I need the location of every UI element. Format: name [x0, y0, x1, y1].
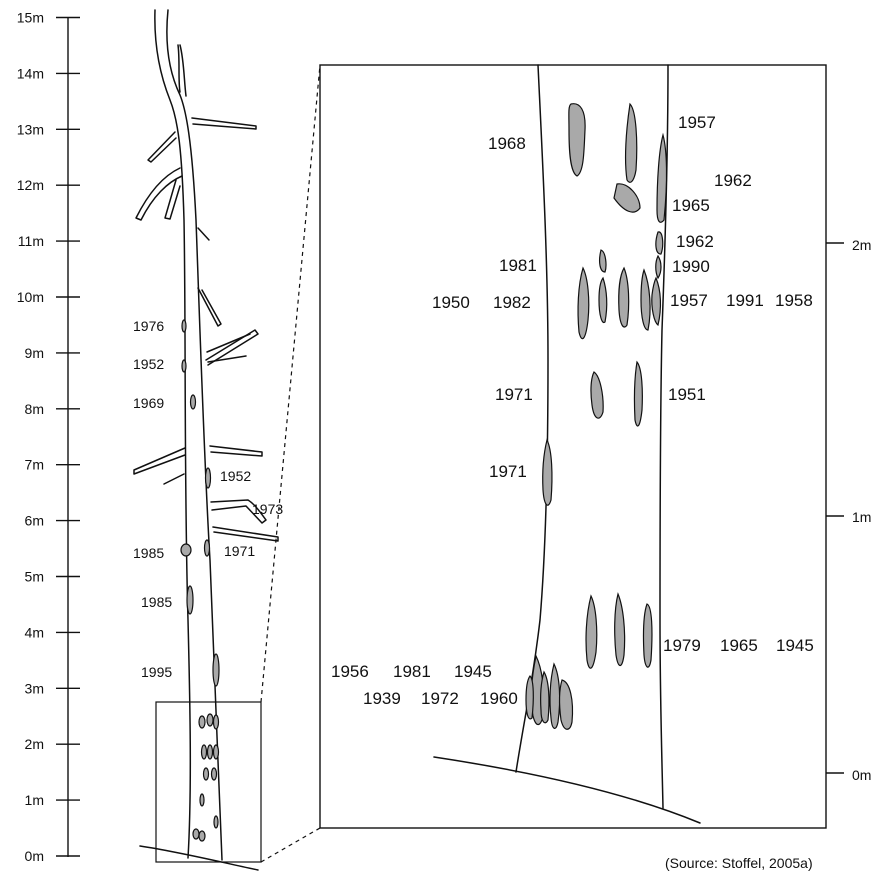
- right-axis-label-1m: 1m: [852, 509, 871, 525]
- branch-stub-right: [197, 227, 210, 241]
- left-axis-label-0m: 0m: [25, 848, 44, 864]
- tree-ground-line: [139, 845, 259, 871]
- left-axis-label-1m: 1m: [25, 792, 44, 808]
- left-axis-label-7m: 7m: [25, 457, 44, 473]
- detail-label-1939: 1939: [363, 689, 401, 708]
- source-caption: (Source: Stoffel, 2005a): [665, 855, 813, 871]
- detail-label-1965-top: 1965: [672, 196, 710, 215]
- zoom-connector-bottom: [260, 827, 321, 863]
- left-axis-label-10m: 10m: [17, 289, 44, 305]
- detail-label-1981-bottom: 1981: [393, 662, 431, 681]
- detail-label-1982: 1982: [493, 293, 531, 312]
- tree-scars: [180, 319, 220, 842]
- branch-right-lower-1: [209, 445, 263, 457]
- detail-label-1971-lower: 1971: [489, 462, 527, 481]
- tree-label-1952-lower: 1952: [220, 468, 251, 484]
- trunk-right-edge: [166, 9, 223, 861]
- branch-mid-right-4: [207, 355, 247, 363]
- left-axis-label-13m: 13m: [17, 121, 44, 137]
- branch-left-long: [133, 447, 186, 475]
- detail-label-1945-right: 1945: [776, 636, 814, 655]
- left-axis-label-8m: 8m: [25, 401, 44, 417]
- left-axis-label-14m: 14m: [17, 65, 44, 81]
- detail-scars: [525, 102, 668, 730]
- detail-label-1950: 1950: [432, 293, 470, 312]
- zoom-selection-box: [155, 701, 262, 863]
- branch-upper-left-3: [164, 179, 181, 220]
- left-axis-label-12m: 12m: [17, 177, 44, 193]
- tree-label-1985-lower: 1985: [141, 594, 172, 610]
- detail-year-labels: 1968 1957 1962 1965 1962 1981 1990 1950 …: [331, 113, 814, 708]
- branch-right-lower-3: [212, 526, 279, 542]
- detail-label-1951: 1951: [668, 385, 706, 404]
- left-axis-label-15m: 15m: [17, 10, 44, 26]
- top-fork-branch-edge: [179, 44, 187, 97]
- detail-label-1971-upper: 1971: [495, 385, 533, 404]
- detail-ground-line: [433, 756, 701, 824]
- detail-label-1981-mid: 1981: [499, 256, 537, 275]
- right-axis-label-0m: 0m: [852, 767, 871, 783]
- tree-label-1973: 1973: [252, 501, 283, 517]
- left-axis-label-3m: 3m: [25, 680, 44, 696]
- right-height-axis: [826, 242, 844, 774]
- branch-mid-right-2: [205, 329, 259, 366]
- left-axis-labels: 0m 1m 2m 3m 4m 5m 6m 7m 8m 9m 10m 11m 12m 13m 14m 15m: [17, 10, 44, 865]
- branch-upper-right: [191, 117, 257, 130]
- detail-label-1957-mid: 1957: [670, 291, 708, 310]
- top-fork-branch: [177, 44, 181, 93]
- tree-label-1995: 1995: [141, 664, 172, 680]
- tree-year-labels: 1976 1952 1969 1952 1973 1971 1985 1985 …: [133, 318, 283, 680]
- tree-label-1971: 1971: [224, 543, 255, 559]
- detail-label-1968: 1968: [488, 134, 526, 153]
- detail-label-1956: 1956: [331, 662, 369, 681]
- detail-label-1979: 1979: [663, 636, 701, 655]
- detail-label-1962-mid: 1962: [676, 232, 714, 251]
- tree-label-1952-upper: 1952: [133, 356, 164, 372]
- branch-upper-left-2: [135, 167, 183, 221]
- right-axis-label-2m: 2m: [852, 237, 871, 253]
- right-axis-labels: 0m 1m 2m: [852, 237, 871, 783]
- detail-label-1990: 1990: [672, 257, 710, 276]
- branch-upper-left-1: [147, 131, 177, 163]
- detail-label-1991: 1991: [726, 291, 764, 310]
- tree-label-1985-upper: 1985: [133, 545, 164, 561]
- left-axis-label-4m: 4m: [25, 624, 44, 640]
- detail-panel: [319, 64, 827, 829]
- detail-label-1972: 1972: [421, 689, 459, 708]
- detail-panel-frame: [319, 64, 827, 829]
- left-axis-label-9m: 9m: [25, 345, 44, 361]
- branch-right-lower-2: [210, 499, 267, 524]
- left-axis-label-5m: 5m: [25, 569, 44, 585]
- tree-label-1969: 1969: [133, 395, 164, 411]
- detail-label-1957-top: 1957: [678, 113, 716, 132]
- branch-mid-right-3: [206, 333, 251, 353]
- branch-mid-right-1: [197, 287, 222, 327]
- left-axis-label-2m: 2m: [25, 736, 44, 752]
- trunk-left-edge: [154, 9, 192, 859]
- branch-left-stub: [163, 473, 185, 485]
- detail-label-1958: 1958: [775, 291, 813, 310]
- left-height-axis: [56, 16, 80, 857]
- detail-label-1965-bottom: 1965: [720, 636, 758, 655]
- tree-label-1976: 1976: [133, 318, 164, 334]
- left-axis-label-11m: 11m: [18, 233, 44, 249]
- detail-label-1960: 1960: [480, 689, 518, 708]
- zoom-connector-top: [260, 64, 321, 703]
- detail-label-1962-top: 1962: [714, 171, 752, 190]
- zoom-selection: [155, 64, 321, 863]
- left-axis-label-6m: 6m: [25, 513, 44, 529]
- detail-label-1945-left: 1945: [454, 662, 492, 681]
